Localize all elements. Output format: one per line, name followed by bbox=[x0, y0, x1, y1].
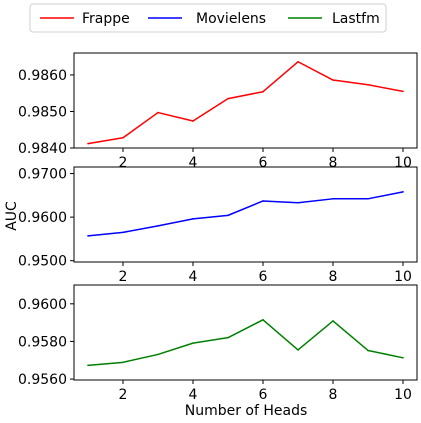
movielens-data-point bbox=[227, 214, 229, 217]
frappe-y-tick-label: 0.9840 bbox=[18, 141, 67, 157]
movielens-data-point bbox=[262, 200, 264, 202]
movielens-x-tick-label: 4 bbox=[189, 269, 198, 285]
lastfm-data-point bbox=[297, 349, 299, 351]
lastfm-y-tick-label: 0.9580 bbox=[18, 334, 67, 350]
movielens-data-point bbox=[122, 231, 124, 234]
movielens-series-line bbox=[87, 191, 404, 237]
legend-label-movielens: Movielens bbox=[196, 11, 266, 27]
movielens-x-tick-label: 10 bbox=[394, 269, 412, 285]
lastfm-y-tick-label: 0.9560 bbox=[18, 372, 67, 388]
frappe-y-tick-label: 0.9850 bbox=[18, 104, 67, 120]
lastfm-panel: 0.9560 0.9580 0.9600 2 4 6 8 10 bbox=[18, 284, 418, 403]
legend-label-lastfm: Lastfm bbox=[332, 11, 380, 27]
frappe-data-point bbox=[192, 120, 194, 122]
movielens-y-tick-label: 0.9700 bbox=[18, 167, 67, 183]
lastfm-x-tick-label: 10 bbox=[394, 387, 412, 403]
legend-label-frappe: Frappe bbox=[82, 11, 130, 27]
frappe-data-point bbox=[227, 97, 229, 100]
frappe-x-tick-label: 10 bbox=[394, 155, 412, 171]
movielens-y-tick-label: 0.9600 bbox=[18, 210, 67, 226]
movielens-data-point bbox=[157, 225, 159, 227]
frappe-panel: 0.9840 0.9850 0.9860 2 4 6 8 10 bbox=[18, 52, 418, 171]
frappe-data-point bbox=[87, 142, 89, 145]
frappe-data-point bbox=[262, 90, 264, 93]
movielens-y-tick-label: 0.9500 bbox=[18, 254, 67, 270]
x-axis-label: Number of Heads bbox=[185, 403, 308, 419]
lastfm-data-point bbox=[262, 319, 264, 321]
frappe-data-point bbox=[157, 111, 159, 114]
frappe-series-line bbox=[87, 61, 404, 145]
frappe-data-point bbox=[402, 90, 404, 93]
frappe-data-point bbox=[297, 60, 299, 63]
lastfm-series-line bbox=[87, 319, 404, 367]
movielens-x-tick-label: 2 bbox=[119, 269, 128, 285]
lastfm-y-tick-label: 0.9600 bbox=[18, 297, 67, 313]
panels: 0.9840 0.9850 0.9860 2 4 6 8 10 0.9500 0.9600 0.97… bbox=[18, 52, 418, 403]
movielens-x-tick-label: 8 bbox=[329, 269, 338, 285]
frappe-axes-frame bbox=[73, 52, 418, 149]
movielens-data-point bbox=[87, 235, 89, 237]
lastfm-data-point bbox=[192, 342, 194, 344]
lastfm-data-point bbox=[367, 349, 369, 352]
frappe-data-point bbox=[332, 79, 334, 81]
frappe-x-tick-label: 2 bbox=[119, 155, 128, 171]
lastfm-x-tick-label: 4 bbox=[189, 387, 198, 403]
frappe-y-tick-label: 0.9860 bbox=[18, 68, 67, 84]
movielens-x-tick-label: 6 bbox=[259, 269, 268, 285]
lastfm-axes-frame bbox=[73, 284, 418, 381]
lastfm-data-point bbox=[402, 357, 404, 359]
lastfm-x-tick-label: 8 bbox=[329, 387, 338, 403]
legend: Frappe Movielens Lastfm bbox=[29, 3, 387, 33]
y-axis-label: AUC bbox=[4, 201, 20, 231]
movielens-panel: 0.9500 0.9600 0.9700 2 4 6 8 10 bbox=[18, 166, 418, 285]
frappe-x-tick-label: 4 bbox=[189, 155, 198, 171]
movielens-data-point bbox=[332, 198, 334, 200]
lastfm-data-point bbox=[87, 364, 89, 367]
frappe-x-tick-label: 8 bbox=[329, 155, 338, 171]
frappe-data-point bbox=[367, 83, 369, 86]
lastfm-data-point bbox=[227, 336, 229, 339]
lastfm-x-tick-label: 6 bbox=[259, 387, 268, 403]
movielens-data-point bbox=[402, 191, 404, 193]
movielens-data-point bbox=[297, 201, 299, 204]
frappe-data-point bbox=[122, 136, 124, 139]
lastfm-data-point bbox=[157, 353, 159, 356]
movielens-data-point bbox=[192, 218, 194, 220]
lastfm-x-tick-label: 2 bbox=[119, 387, 128, 403]
lastfm-data-point bbox=[332, 320, 334, 322]
legend-frame bbox=[29, 3, 387, 33]
movielens-data-point bbox=[367, 198, 369, 200]
movielens-axes-frame bbox=[73, 166, 418, 263]
lastfm-data-point bbox=[122, 361, 124, 364]
frappe-x-tick-label: 6 bbox=[259, 155, 268, 171]
